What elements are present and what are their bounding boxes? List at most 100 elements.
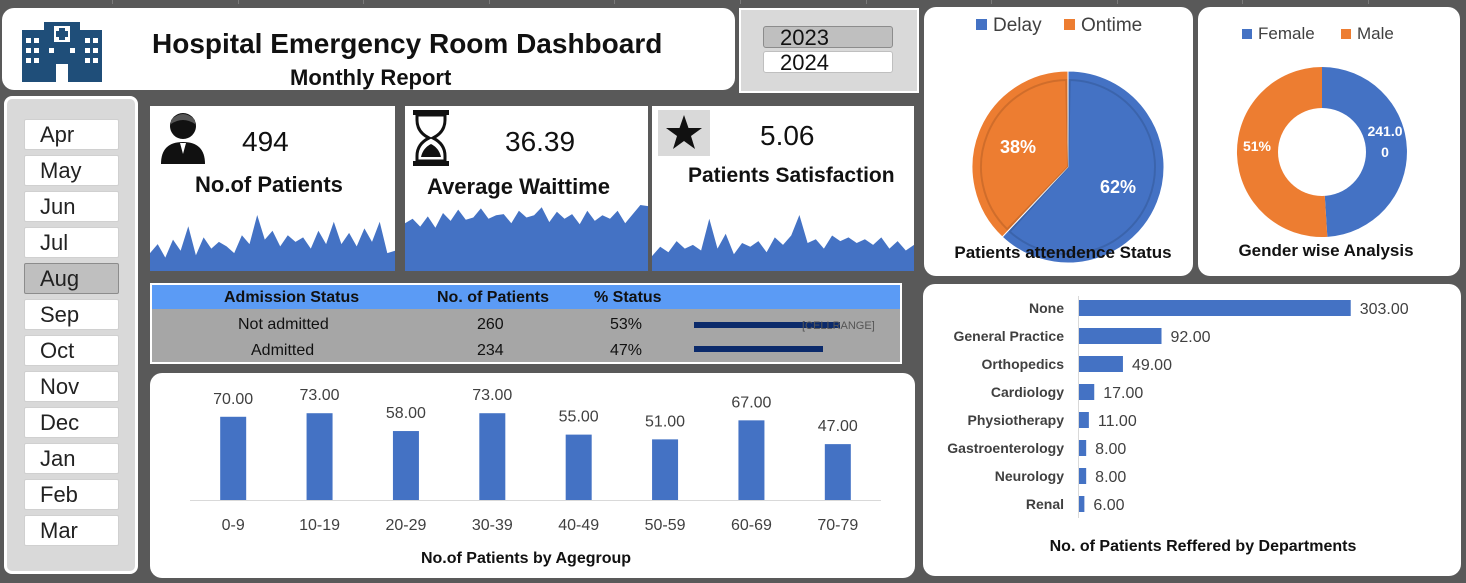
bar — [565, 434, 592, 500]
month-button-mar[interactable]: Mar — [24, 515, 119, 546]
bar — [220, 416, 247, 500]
grid-tick — [740, 0, 741, 4]
hospital-icon — [22, 22, 102, 82]
header-admission-status: Admission Status — [224, 289, 360, 306]
bar — [738, 420, 765, 500]
tick-label: 0-9 — [222, 517, 245, 534]
data-label: 73.00 — [472, 387, 512, 404]
month-button-nov[interactable]: Nov — [24, 371, 119, 402]
bar — [1079, 468, 1087, 484]
data-label: 55.00 — [559, 409, 599, 426]
sparkline-area — [652, 215, 914, 271]
month-slicer: Apr May Jun Jul Aug Sep Oct Nov Dec Jan … — [4, 96, 138, 574]
year-button-2023[interactable]: 2023 — [763, 26, 893, 49]
data-label: 303.00 — [1360, 301, 1409, 318]
row-percent-bar — [694, 346, 823, 352]
bar — [392, 431, 419, 500]
bar — [1079, 328, 1162, 344]
month-button-aug[interactable]: Aug — [24, 263, 119, 294]
tick-label: 20-29 — [385, 517, 426, 534]
data-label: 58.00 — [386, 405, 426, 422]
data-label: 70.00 — [213, 391, 253, 408]
legend-label: Female — [1258, 24, 1315, 43]
sparkline-area — [150, 215, 395, 271]
kpi-card-waittime: 36.39 Average Waittime — [405, 106, 648, 271]
gender-donut-chart: 241.0 0 51% Female Male Gender wise Analysis — [1236, 24, 1414, 260]
month-button-oct[interactable]: Oct — [24, 335, 119, 366]
agegroup-chart-card: 70.00 0-9 73.00 10-19 58.00 20-29 73.00 30-39 55… — [150, 373, 915, 578]
grid-tick — [1117, 0, 1118, 4]
waittime-sparkline — [405, 205, 648, 271]
month-button-feb[interactable]: Feb — [24, 479, 119, 510]
year-button-2024[interactable]: 2024 — [763, 51, 893, 74]
sparkline-area — [405, 205, 648, 271]
header-percent-status: % Status — [594, 289, 662, 306]
tick-label: Neurology — [995, 468, 1064, 484]
kpi-card-satisfaction: 5.06 Patients Satisfaction — [652, 106, 914, 271]
legend-label: Male — [1357, 24, 1394, 43]
row-status: Admitted — [251, 342, 315, 359]
legend-swatch — [1341, 29, 1351, 39]
month-button-dec[interactable]: Dec — [24, 407, 119, 438]
month-button-jun[interactable]: Jun — [24, 191, 119, 222]
bar — [1079, 496, 1085, 512]
month-button-sep[interactable]: Sep — [24, 299, 119, 330]
bar — [1079, 384, 1095, 400]
month-button-jan[interactable]: Jan — [24, 443, 119, 474]
row-status: Not admitted — [238, 316, 329, 333]
slice-label-line2: 0 — [1381, 144, 1389, 160]
bar — [652, 439, 679, 500]
data-label: 92.00 — [1171, 329, 1211, 346]
month-button-may[interactable]: May — [24, 155, 119, 186]
data-label: 8.00 — [1095, 469, 1126, 486]
donut-hole — [1278, 108, 1366, 196]
data-label: 11.00 — [1098, 413, 1137, 430]
data-label: 67.00 — [731, 394, 771, 411]
kpi-value-waittime: 36.39 — [505, 126, 576, 157]
legend-label: Ontime — [1081, 15, 1142, 36]
grid-tick — [489, 0, 490, 4]
tick-label: 30-39 — [472, 517, 513, 534]
chart-title: Gender wise Analysis — [1238, 241, 1413, 260]
kpi-label-waittime: Average Waittime — [427, 174, 610, 199]
legend-swatch — [976, 19, 987, 30]
department-chart-card: None 303.00 General Practice 92.00 Orthopedi… — [923, 284, 1461, 576]
tick-label: 70-79 — [817, 517, 858, 534]
row-patients: 260 — [477, 316, 504, 333]
grid-tick — [866, 0, 867, 4]
month-button-jul[interactable]: Jul — [24, 227, 119, 258]
data-label: 73.00 — [300, 387, 340, 404]
grid-tick — [1368, 0, 1369, 4]
tick-label: 60-69 — [731, 517, 772, 534]
slice-label: 62% — [1100, 177, 1136, 197]
admission-table: Admission Status No. of Patients % Statu… — [150, 283, 902, 364]
satisfaction-sparkline — [652, 215, 914, 271]
agegroup-bar-chart: 70.00 0-9 73.00 10-19 58.00 20-29 73.00 30-39 55… — [190, 387, 881, 567]
legend-label: Delay — [993, 15, 1042, 36]
slice-label: 51% — [1243, 138, 1272, 154]
chart-title: Patients attendence Status — [954, 243, 1171, 262]
bar — [1079, 300, 1351, 316]
chart-title: No.of Patients by Agegroup — [421, 550, 631, 567]
data-label: 6.00 — [1093, 497, 1124, 514]
bar — [824, 444, 851, 500]
tick-label: 50-59 — [645, 517, 686, 534]
title-card: Hospital Emergency Room Dashboard Monthl… — [2, 8, 735, 90]
kpi-value-patients: 494 — [242, 126, 289, 157]
slice-label: 38% — [1000, 137, 1036, 157]
department-bar-chart: None 303.00 General Practice 92.00 Orthopedi… — [947, 296, 1409, 555]
page-title: Hospital Emergency Room Dashboard — [152, 28, 663, 59]
row-patients: 234 — [477, 342, 504, 359]
cellrange-placeholder: [CELLRANGE] — [802, 320, 875, 332]
attendance-pie-chart: 62% 38% Delay Ontime Patients attendence Sta… — [954, 15, 1172, 264]
year-slicer: 2023 2024 — [739, 8, 919, 93]
kpi-label-satisfaction: Patients Satisfaction — [688, 164, 895, 187]
tick-label: None — [1029, 300, 1064, 316]
month-button-apr[interactable]: Apr — [24, 119, 119, 150]
tick-label: Orthopedics — [982, 356, 1065, 372]
page-subtitle: Monthly Report — [290, 65, 452, 90]
row-percent: 53% — [610, 316, 643, 333]
hourglass-icon — [413, 110, 449, 166]
slice-label: 241.0 — [1367, 123, 1402, 139]
header-no-of-patients: No. of Patients — [437, 289, 550, 306]
